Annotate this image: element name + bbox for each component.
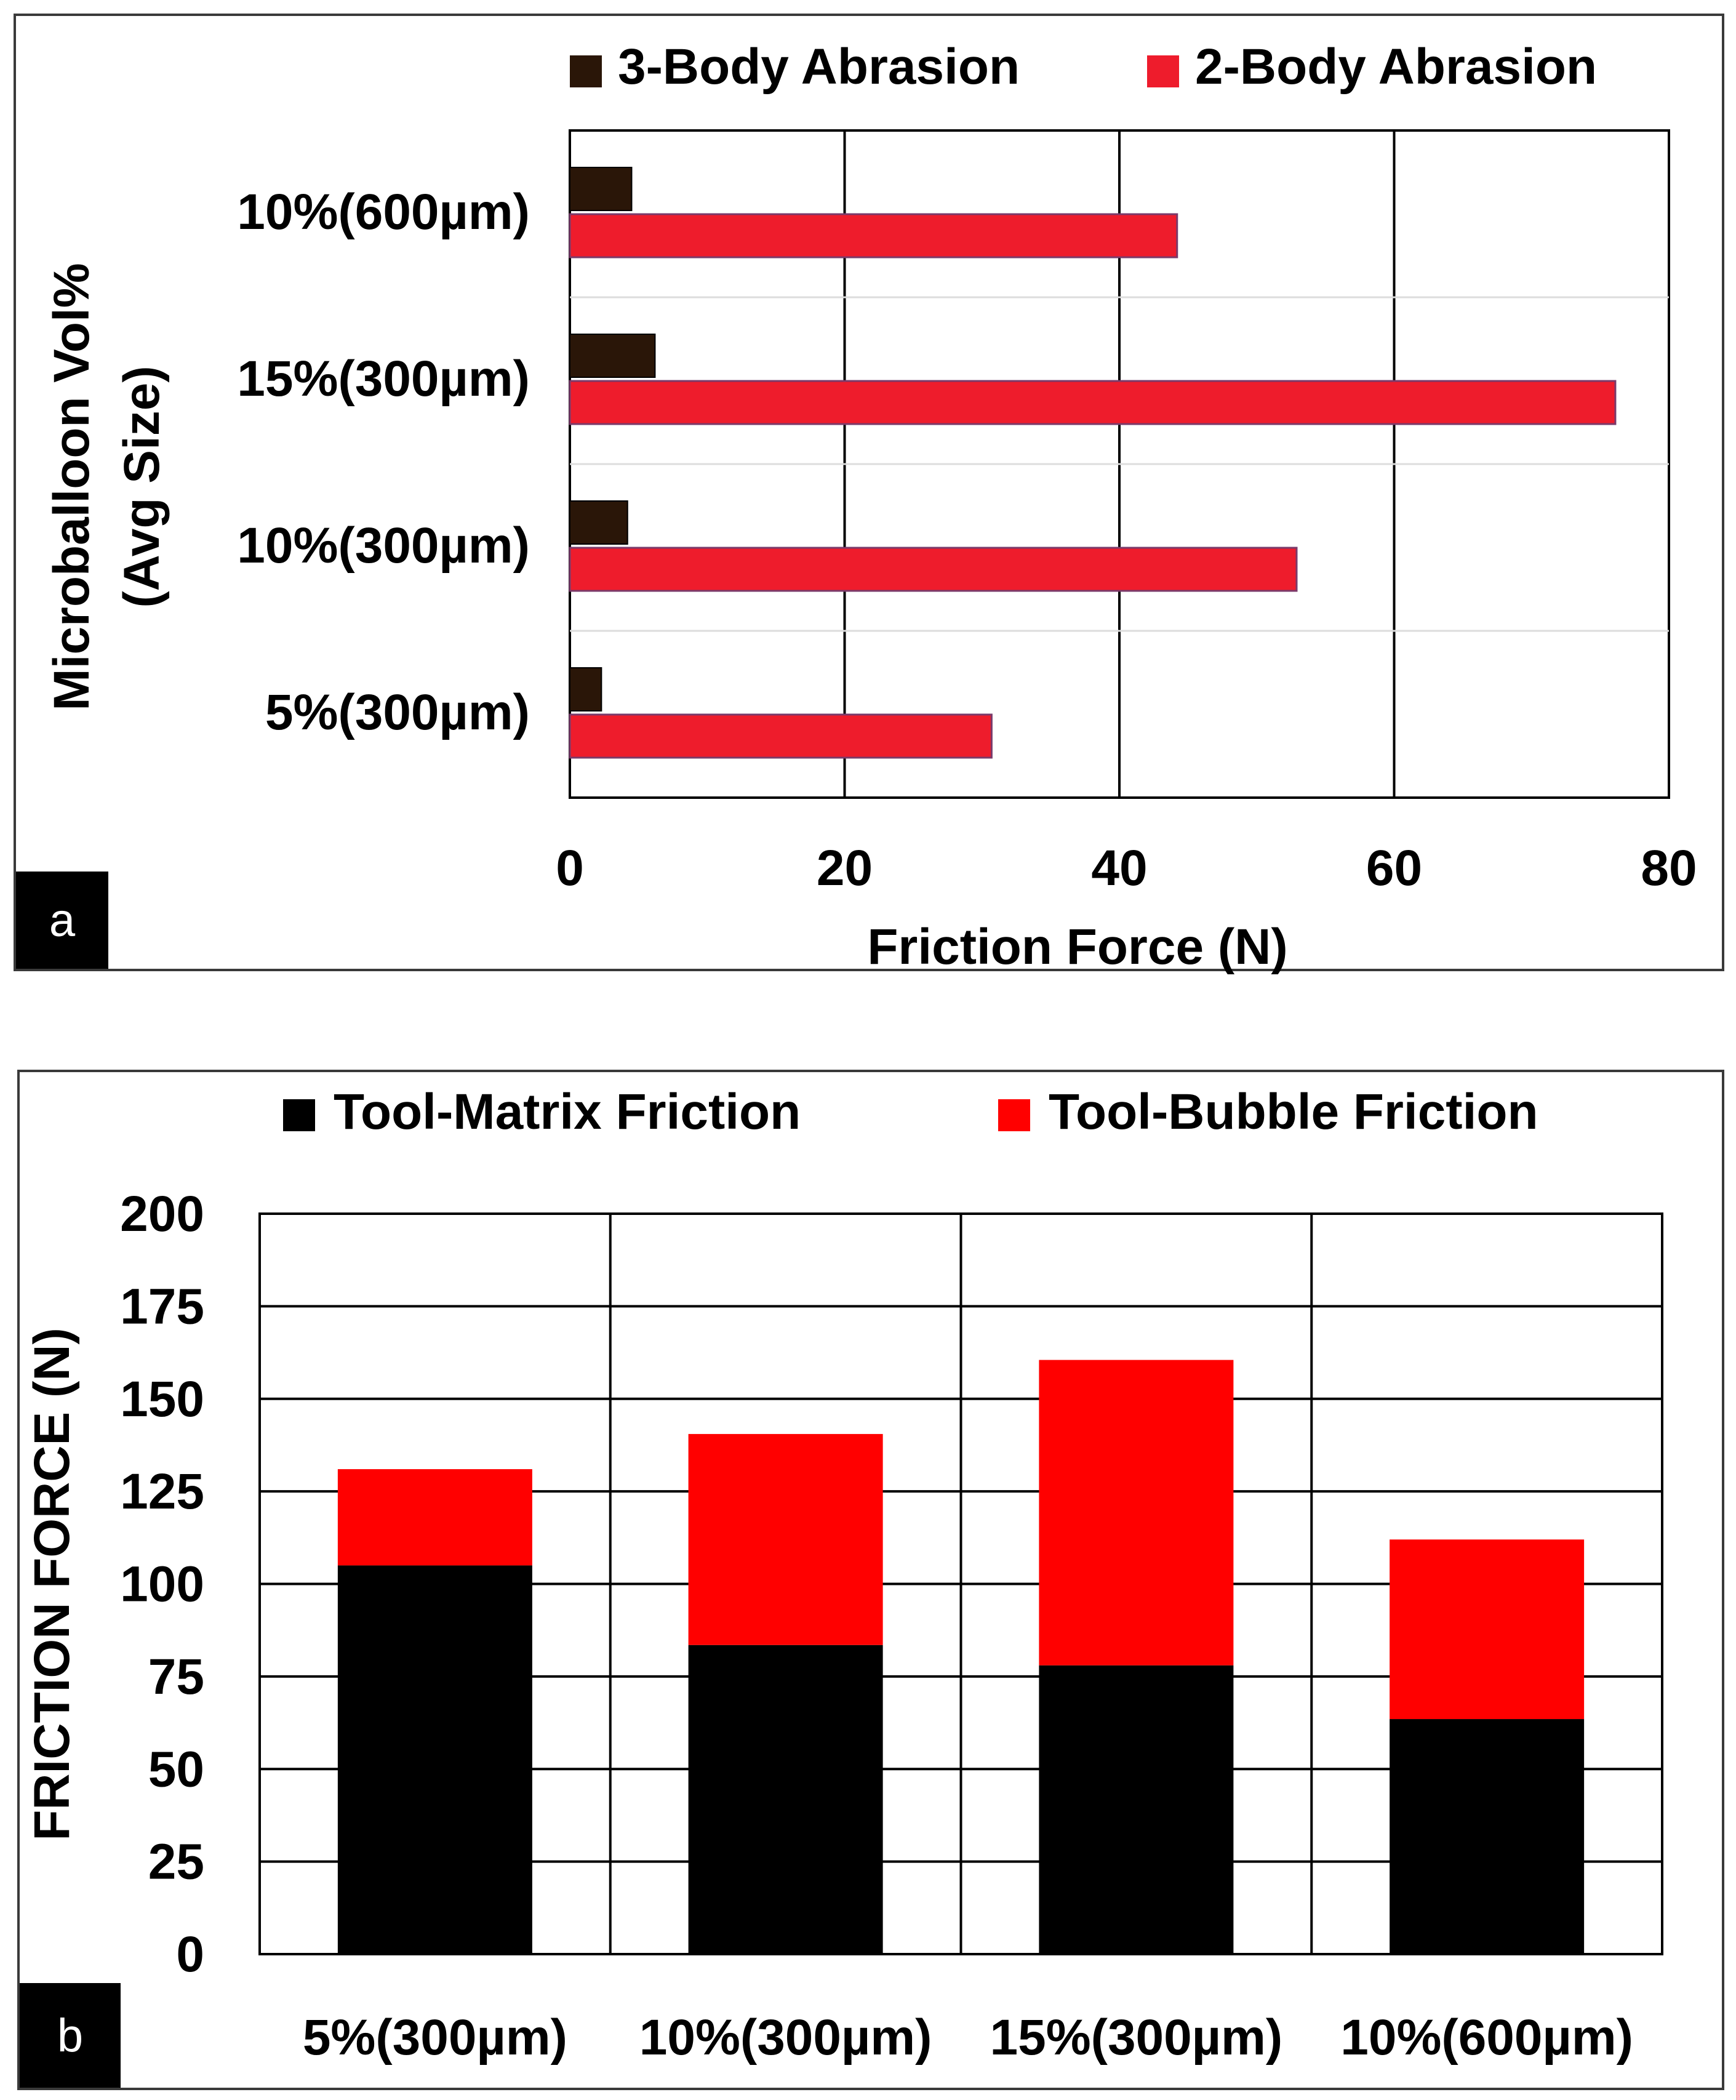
bar-2-body-abrasion bbox=[569, 713, 993, 759]
legend-label-tool-matrix: Tool-Matrix Friction bbox=[334, 1084, 801, 1140]
chart-b-bars bbox=[337, 1360, 1585, 1954]
y-tick-label: 75 bbox=[148, 1649, 204, 1705]
bar-3-body-abrasion bbox=[569, 334, 656, 378]
bar-3-body-abrasion bbox=[569, 667, 602, 711]
chart-b-legend: Tool-Matrix Friction Tool-Bubble Frictio… bbox=[283, 1084, 1538, 1140]
category-label: 5%(300µm) bbox=[265, 684, 530, 740]
x-tick-label: 60 bbox=[1366, 840, 1422, 896]
y-tick-label: 0 bbox=[176, 1926, 204, 1982]
chart-a-bars bbox=[569, 167, 1617, 759]
chart-a-category-labels: 10%(600µm) 15%(300µm) 10%(300µm) 5%(300µm) bbox=[237, 184, 530, 740]
x-tick-label: 80 bbox=[1641, 840, 1697, 896]
chart-a-y-axis-title-line2: (Avg Size) bbox=[114, 366, 170, 607]
legend-swatch-tool-bubble bbox=[998, 1099, 1030, 1131]
legend-label-tool-bubble: Tool-Bubble Friction bbox=[1049, 1084, 1538, 1140]
category-label: 10%(600µm) bbox=[237, 184, 530, 240]
chart-a-legend: 3-Body Abrasion 2-Body Abrasion bbox=[570, 39, 1597, 95]
bar-3-body-abrasion bbox=[569, 167, 633, 211]
bar-tool-matrix-friction bbox=[337, 1565, 532, 1954]
chart-a-x-axis-title: Friction Force (N) bbox=[867, 919, 1287, 975]
category-label: 15%(300µm) bbox=[237, 351, 530, 407]
chart-b-plot-frame bbox=[258, 1212, 1663, 1955]
bar-2-body-abrasion bbox=[569, 213, 1178, 258]
y-tick-label: 200 bbox=[120, 1186, 204, 1242]
legend-label-2-body: 2-Body Abrasion bbox=[1195, 39, 1597, 95]
category-label: 10%(600µm) bbox=[1340, 2010, 1633, 2066]
bar-tool-bubble-friction bbox=[688, 1433, 883, 1645]
category-label: 10%(300µm) bbox=[237, 518, 530, 574]
bar-tool-bubble-friction bbox=[1039, 1360, 1234, 1665]
category-label: 15%(300µm) bbox=[990, 2010, 1283, 2066]
chart-b-canvas: Tool-Matrix Friction Tool-Bubble Frictio… bbox=[24, 1084, 1663, 2066]
bar-tool-matrix-friction bbox=[688, 1645, 883, 1954]
chart-b-y-tick-labels: 200 175 150 125 100 75 50 25 0 bbox=[120, 1186, 204, 1982]
bar-tool-bubble-friction bbox=[337, 1469, 532, 1566]
bar-tool-matrix-friction bbox=[1039, 1665, 1234, 1954]
category-label: 5%(300µm) bbox=[303, 2010, 567, 2066]
x-tick-label: 0 bbox=[556, 840, 584, 896]
x-tick-label: 20 bbox=[817, 840, 873, 896]
bar-tool-bubble-friction bbox=[1390, 1539, 1585, 1720]
legend-swatch-2-body bbox=[1147, 55, 1179, 87]
bar-2-body-abrasion bbox=[569, 380, 1617, 425]
legend-swatch-tool-matrix bbox=[283, 1099, 315, 1131]
y-tick-label: 150 bbox=[120, 1371, 204, 1427]
chart-b-y-axis-title: FRICTION FORCE (N) bbox=[24, 1328, 80, 1841]
chart-a-x-tick-labels: 0 20 40 60 80 bbox=[556, 840, 1697, 896]
bar-3-body-abrasion bbox=[569, 500, 628, 545]
chart-a-y-axis-title-line1: Microballoon Vol% bbox=[44, 263, 100, 710]
y-tick-label: 50 bbox=[148, 1741, 204, 1797]
category-label: 10%(300µm) bbox=[639, 2010, 932, 2066]
y-tick-label: 100 bbox=[120, 1557, 204, 1613]
legend-swatch-3-body bbox=[570, 55, 602, 87]
y-tick-label: 25 bbox=[148, 1834, 204, 1890]
panel-letter-b: b bbox=[20, 1983, 121, 2088]
bar-2-body-abrasion bbox=[569, 547, 1298, 592]
chart-a-canvas: 3-Body Abrasion 2-Body Abrasion 10%(600µ… bbox=[44, 39, 1697, 975]
panel-letter-a: a bbox=[16, 872, 108, 969]
y-tick-label: 125 bbox=[120, 1464, 204, 1520]
x-tick-label: 40 bbox=[1091, 840, 1147, 896]
chart-b-category-labels: 5%(300µm) 10%(300µm) 15%(300µm) 10%(600µm) bbox=[303, 2010, 1633, 2066]
panel-a: 3-Body Abrasion 2-Body Abrasion 10%(600µ… bbox=[14, 14, 1724, 975]
legend-label-3-body: 3-Body Abrasion bbox=[618, 39, 1020, 95]
panel-b: Tool-Matrix Friction Tool-Bubble Frictio… bbox=[17, 1070, 1724, 2090]
y-tick-label: 175 bbox=[120, 1278, 204, 1334]
bar-tool-matrix-friction bbox=[1390, 1719, 1585, 1954]
